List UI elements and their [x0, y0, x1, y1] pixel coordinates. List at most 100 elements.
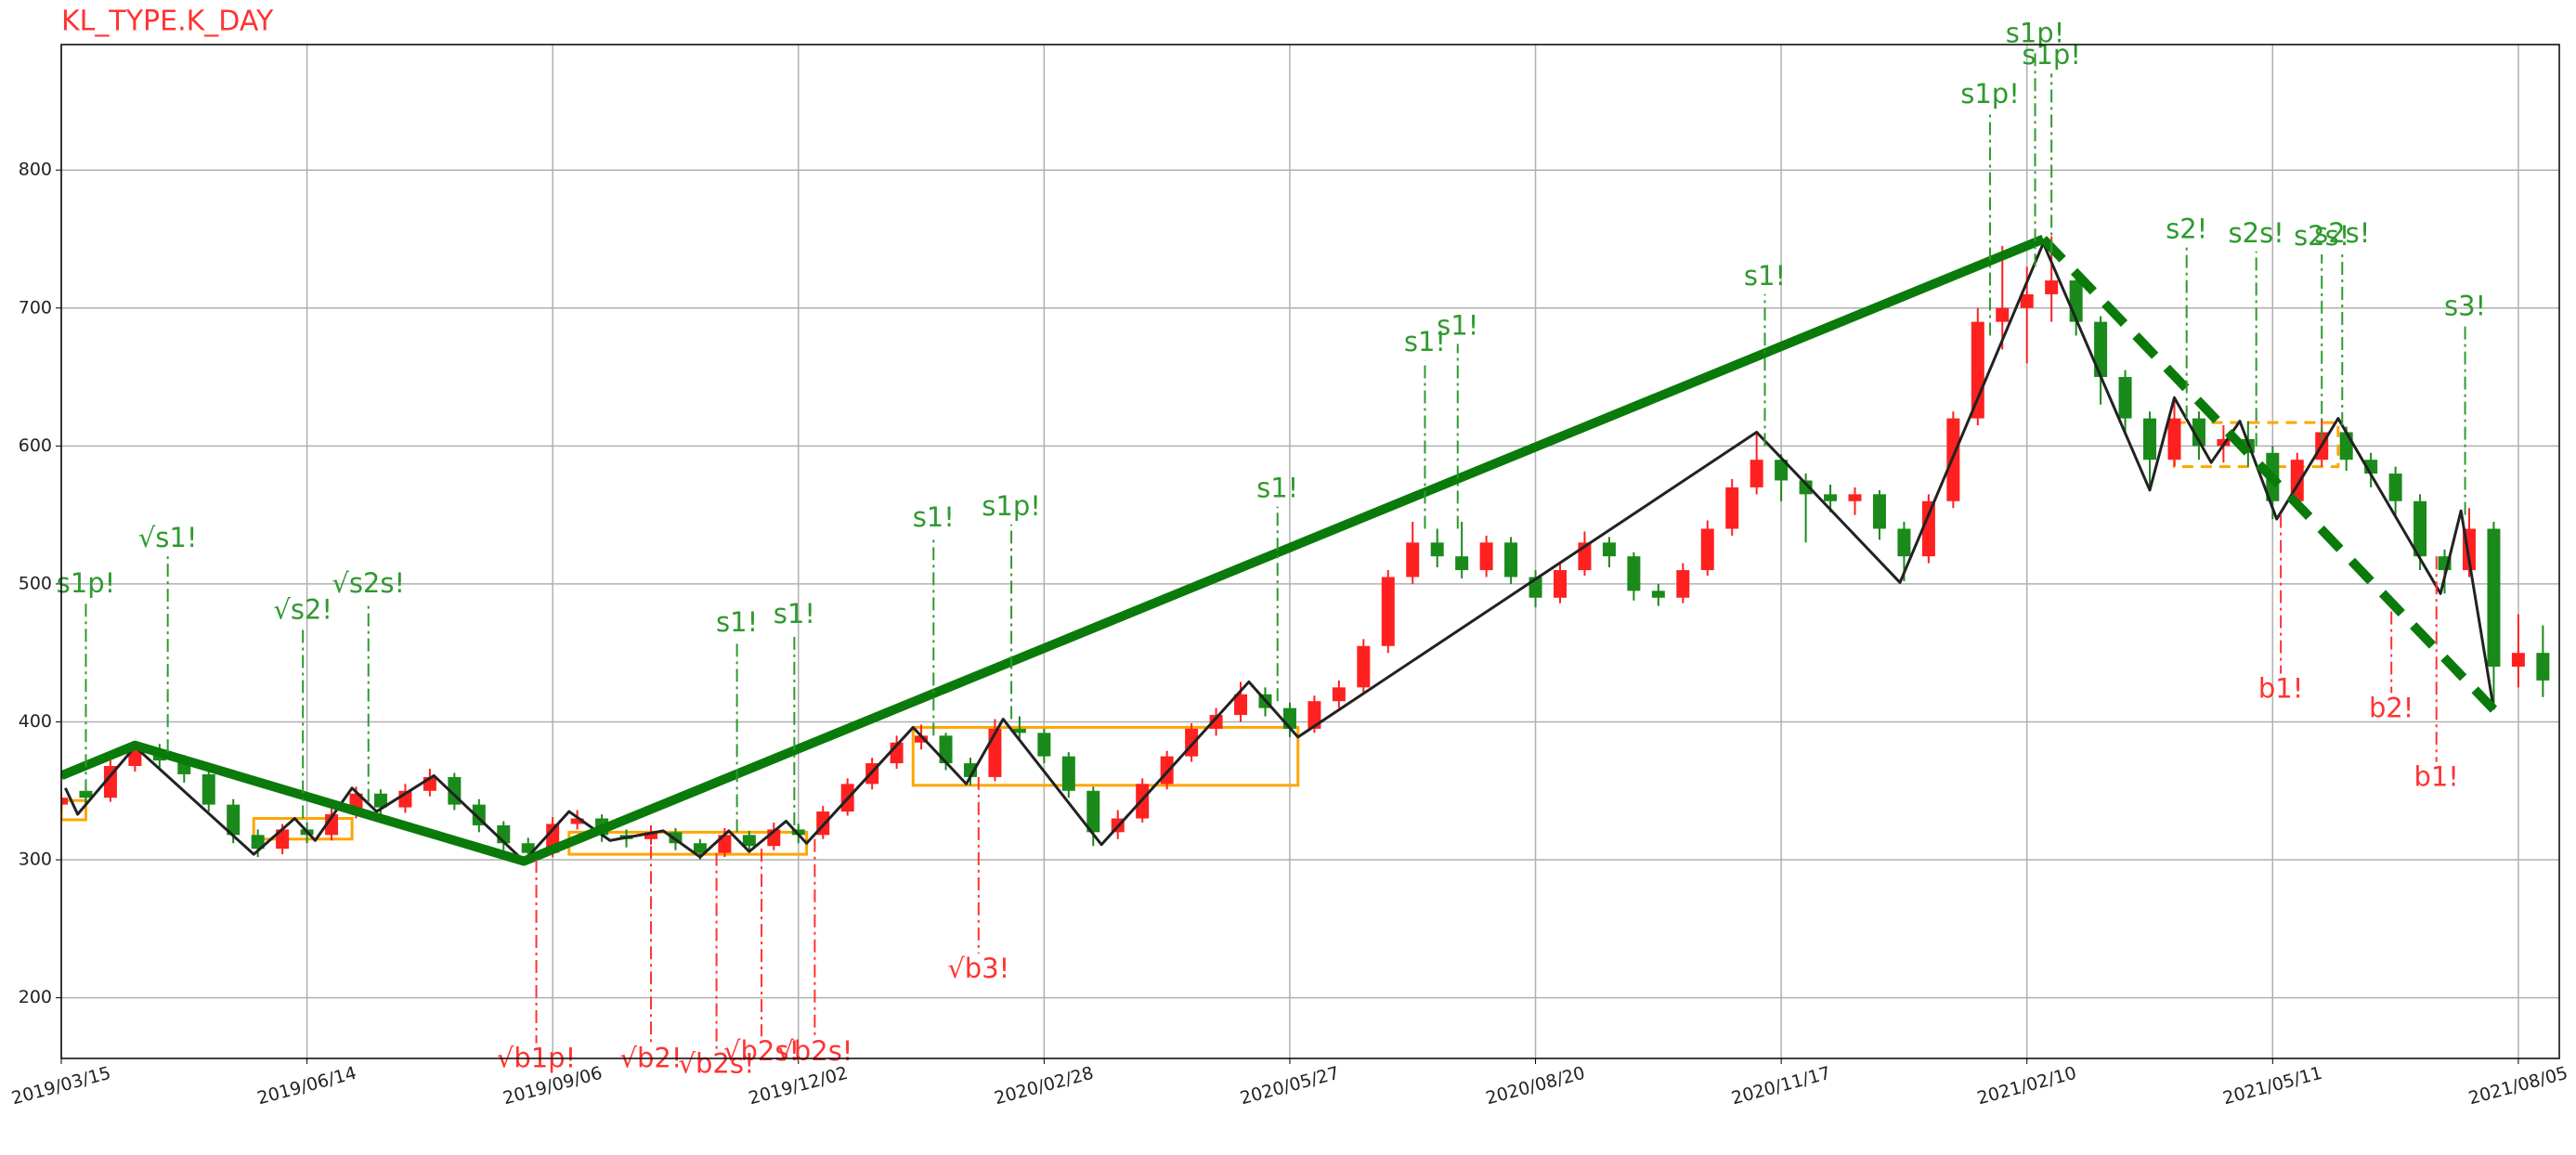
candle-body [1061, 756, 1075, 791]
candle-body [1086, 790, 1100, 833]
y-tick-label: 300 [19, 850, 52, 870]
annotation-label: s1! [1437, 309, 1478, 341]
candle-body [2413, 500, 2427, 557]
x-tick-label: 2019/06/14 [255, 1063, 358, 1110]
candle-body [1160, 756, 1174, 785]
annotation-label: √b3! [947, 953, 1009, 984]
candle-body [1504, 542, 1518, 578]
annotation-label: s2! [2166, 213, 2207, 244]
annotation-label: s1! [1256, 473, 1298, 504]
candle-body [128, 749, 142, 767]
candle-body [1651, 590, 1665, 598]
candle-body [1775, 460, 1789, 481]
annotation-label: √s2s! [332, 567, 405, 599]
candle-body [1037, 733, 1051, 757]
candle-body [2143, 418, 2157, 461]
annotation-label: b2! [2369, 692, 2413, 723]
annotation-label: √b2s! [679, 1048, 755, 1080]
candle-body [2167, 418, 2181, 461]
candle-body [1921, 500, 1935, 557]
candle-body [2020, 293, 2034, 308]
candle-body [1554, 570, 1567, 598]
x-tick-label: 2021/08/05 [2466, 1063, 2569, 1110]
y-tick-label: 800 [19, 160, 52, 180]
candle-body [2045, 280, 2059, 294]
candle-body [1700, 528, 1714, 571]
zone [61, 798, 87, 822]
candle-body [79, 790, 93, 798]
bi-line [64, 241, 2495, 863]
y-tick-label: 400 [19, 711, 52, 732]
candle-body [2487, 528, 2501, 668]
x-tick-label: 2020/02/28 [992, 1063, 1095, 1110]
candle-body [1602, 542, 1616, 557]
candle-body [1308, 701, 1321, 729]
candle-body [1381, 577, 1395, 646]
candle-body [276, 829, 290, 850]
plot [61, 234, 2550, 866]
annotation-label: √s2! [273, 593, 332, 625]
y-tick-label: 200 [19, 987, 52, 1007]
segment-line [2039, 236, 2498, 713]
candle-body [1799, 480, 1813, 495]
y-tick-label: 600 [19, 435, 52, 456]
annotation-label: s1p! [57, 567, 116, 599]
candle-body [2118, 377, 2132, 419]
chart-title: KL_TYPE.K_DAY [61, 6, 274, 38]
candle-body [1332, 687, 1346, 702]
x-tick-label: 2019/03/15 [9, 1063, 112, 1110]
candle-body [644, 832, 658, 839]
plot-frame [60, 44, 2560, 1059]
candle-body [227, 804, 241, 836]
candle-body [1725, 487, 1739, 529]
candle-body [1455, 556, 1469, 571]
annotation-label: b1! [2258, 672, 2303, 704]
candle-body [1430, 542, 1444, 557]
annotation-label: s2s! [2294, 220, 2349, 252]
annotation-label: √s1! [138, 522, 198, 553]
candle-body [570, 818, 584, 824]
candle-body [1676, 570, 1690, 598]
x-tick-label: 2020/05/27 [1238, 1063, 1341, 1110]
candle-body [1824, 494, 1838, 501]
candle-body [915, 735, 929, 743]
annotation-label: √b2s! [776, 1035, 852, 1067]
candle-body [2388, 474, 2402, 501]
y-tick-label: 700 [19, 297, 52, 318]
x-tick-label: 2019/12/02 [747, 1063, 850, 1110]
candle-body [373, 793, 387, 808]
candle-body [1872, 494, 1886, 529]
candle-body [693, 843, 707, 853]
candle-body [939, 735, 953, 764]
annotation-label: s1! [1744, 260, 1786, 292]
candle-body [521, 843, 535, 853]
candle-body [2339, 432, 2353, 461]
candle-body [718, 835, 732, 853]
x-tick-label: 2020/11/17 [1729, 1063, 1832, 1110]
candle-body [1234, 694, 1248, 716]
annotation-label: s1! [913, 501, 955, 533]
candle-body [1848, 494, 1862, 501]
annotation-label: s1p! [1960, 78, 2020, 110]
candle-body [1209, 715, 1223, 729]
candle-body [1897, 528, 1911, 557]
annotation-label: s1! [774, 598, 815, 629]
candle-body [61, 798, 68, 805]
x-tick-label: 2021/02/10 [1975, 1063, 2078, 1110]
candle-body [1996, 307, 2010, 322]
candle-body [1627, 556, 1641, 591]
annotation-label: s1! [716, 606, 758, 638]
annotation-label: s3! [2444, 291, 2486, 322]
candle-body [2192, 418, 2205, 447]
candle-body [2094, 321, 2108, 378]
candle-body [2536, 653, 2550, 681]
candle-body [1357, 645, 1371, 688]
zone [911, 725, 1300, 787]
annotation-label: s1p! [982, 490, 1041, 522]
annotation-label: s2s! [2229, 217, 2284, 249]
candle-body [1406, 542, 1420, 578]
candle-body [251, 835, 265, 850]
candle-body [1012, 728, 1026, 733]
